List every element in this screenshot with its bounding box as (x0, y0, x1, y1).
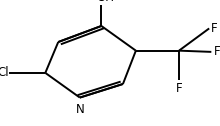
Text: OH: OH (97, 0, 115, 4)
Text: F: F (211, 22, 218, 35)
Text: F: F (176, 82, 182, 94)
Text: F: F (213, 45, 220, 58)
Text: N: N (75, 103, 84, 116)
Text: Cl: Cl (0, 66, 9, 79)
